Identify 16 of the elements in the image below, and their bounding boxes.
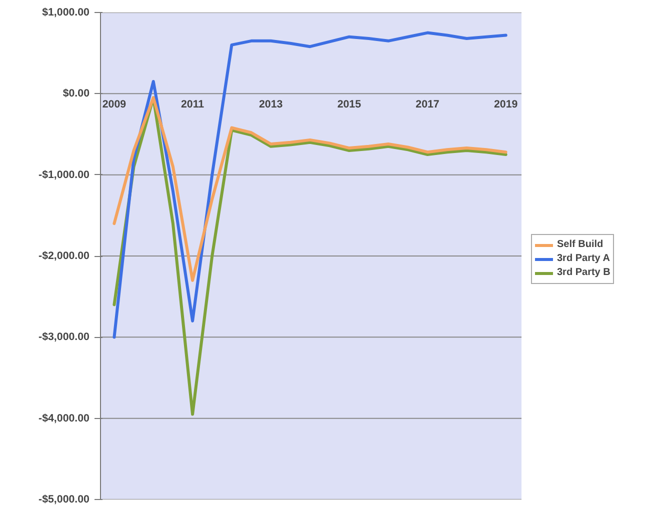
y-tick-label: -$5,000.00 [38,494,90,505]
x-tick-label: 2011 [180,98,204,111]
x-tick-label: 2019 [494,98,518,111]
x-tick-label: 2013 [259,98,283,111]
legend-label: Self Build [557,239,604,250]
x-tick-label: 2015 [337,98,362,111]
y-tick-label: -$4,000.00 [38,412,90,424]
x-tick-label: 2017 [416,98,440,111]
legend-label: 3rd Party B [557,267,610,278]
y-tick-label: -$1,000.00 [38,168,90,181]
x-tick-label: 2009 [102,98,126,111]
y-tick-label: $0.00 [62,88,90,100]
y-tick-label: -$3,000.00 [38,331,90,344]
y-tick-label: -$2,000.00 [38,250,90,262]
legend-label: 3rd Party A [557,253,610,264]
y-tick-label: $1,000.00 [42,6,90,18]
